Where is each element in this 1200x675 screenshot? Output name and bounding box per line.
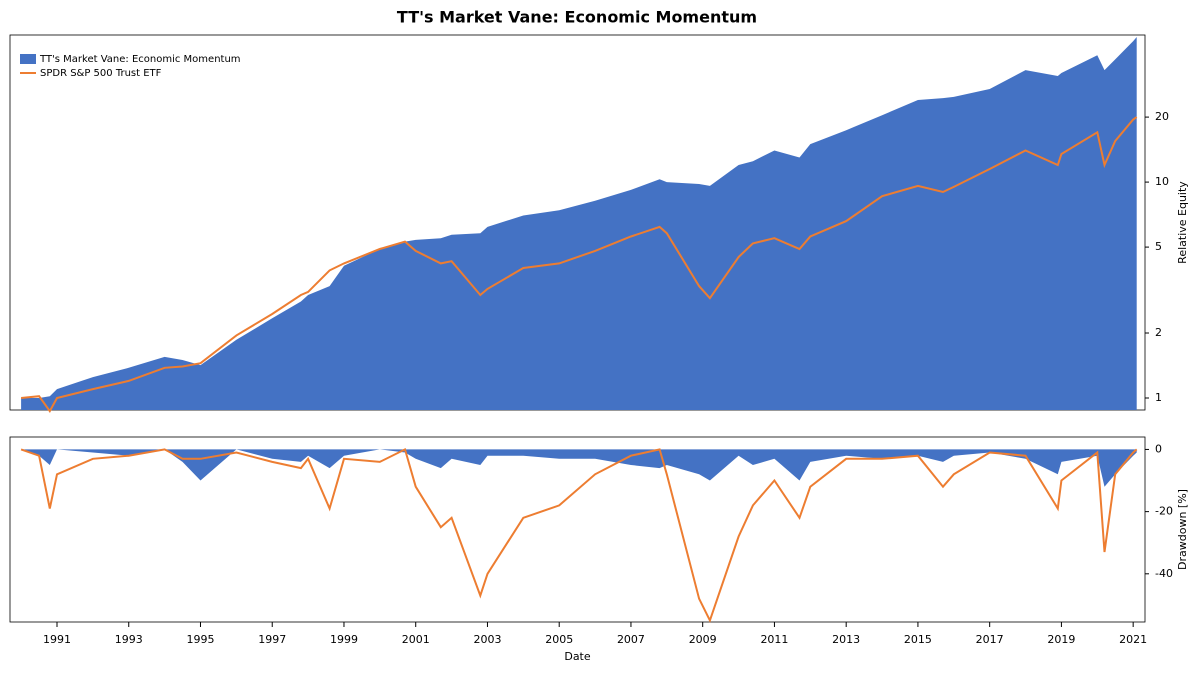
- x-tick-label: 2019: [1047, 633, 1075, 646]
- line-series: [21, 116, 1138, 413]
- y-tick-label: -40: [1155, 567, 1173, 580]
- y-axis-label: Drawdown [%]: [1176, 489, 1189, 570]
- x-tick-label: 2003: [473, 633, 501, 646]
- y-tick-label: 10: [1155, 175, 1169, 188]
- x-tick-label: 2013: [832, 633, 860, 646]
- area-series: [21, 37, 1137, 410]
- y-tick-label: 5: [1155, 240, 1162, 253]
- x-tick-label: 2005: [545, 633, 573, 646]
- y-tick-label: 0: [1155, 442, 1162, 455]
- x-tick-label: 2017: [976, 633, 1004, 646]
- legend-swatch: [20, 54, 36, 64]
- legend-label: SPDR S&P 500 Trust ETF: [40, 68, 162, 79]
- x-tick-label: 2001: [402, 633, 430, 646]
- chart-title: TT's Market Vane: Economic Momentum: [397, 8, 757, 27]
- plot-frame: [9, 436, 1146, 623]
- x-tick-label: 1991: [43, 633, 71, 646]
- area-series: [21, 449, 1137, 487]
- y-axis-label: Relative Equity: [1176, 181, 1189, 264]
- x-tick-label: 1995: [186, 633, 214, 646]
- x-axis-label: Date: [564, 650, 591, 663]
- y-tick-label: 2: [1155, 326, 1162, 339]
- x-tick-label: 1993: [115, 633, 143, 646]
- line-series: [20, 447, 1138, 623]
- y-tick-label: -20: [1155, 505, 1173, 518]
- x-tick-label: 2015: [904, 633, 932, 646]
- x-tick-label: 2011: [760, 633, 788, 646]
- x-tick-label: 1999: [330, 633, 358, 646]
- y-tick-label: 20: [1155, 110, 1169, 123]
- x-tick-label: 1997: [258, 633, 286, 646]
- x-tick-label: 2009: [689, 633, 717, 646]
- x-tick-label: 2007: [617, 633, 645, 646]
- y-tick-label: 1: [1155, 391, 1162, 404]
- x-tick-label: 2021: [1119, 633, 1147, 646]
- legend-label: TT's Market Vane: Economic Momentum: [39, 54, 241, 65]
